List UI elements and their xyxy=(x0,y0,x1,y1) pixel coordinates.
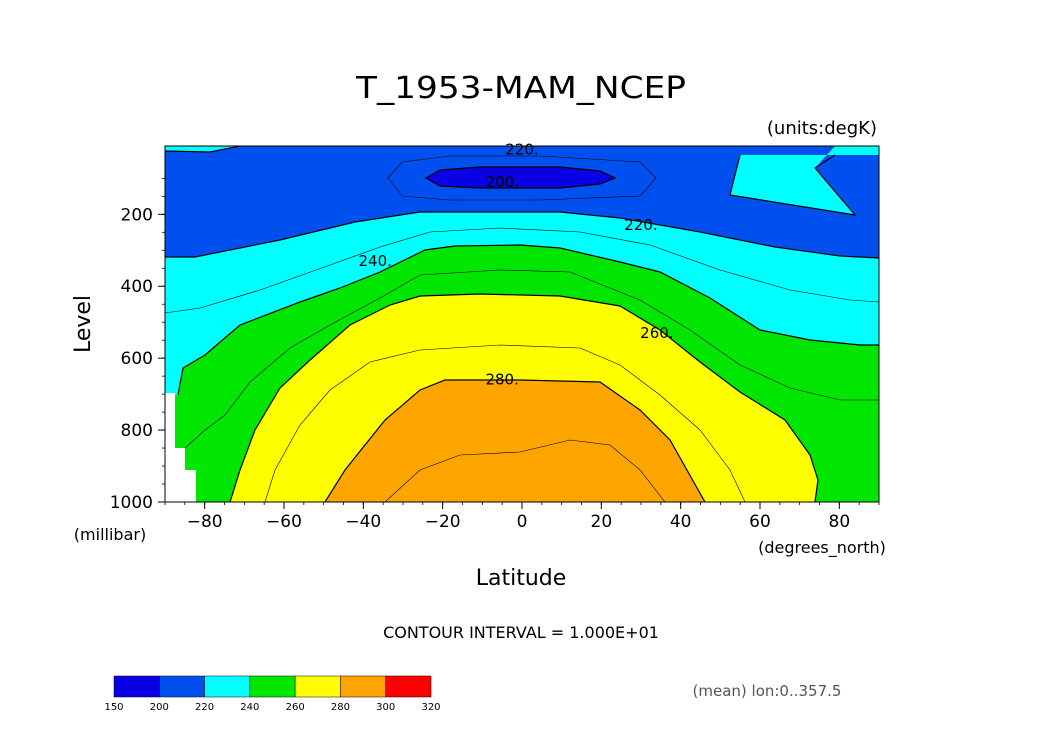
colorbar-swatch xyxy=(294,675,341,698)
x-tick-label: 80 xyxy=(829,512,851,532)
x-units-label: (degrees_north) xyxy=(758,538,886,558)
contour-line-220b xyxy=(165,211,879,259)
missing-data-mask xyxy=(165,393,196,502)
contour-line-220c xyxy=(729,154,857,216)
chart-title: T_1953-MAM_NCEP xyxy=(355,71,686,106)
contour-label: 260. xyxy=(640,324,673,342)
contour-line-250 xyxy=(184,269,879,449)
colorbar: 150 200 220 240 260 280 300 320 xyxy=(104,675,441,713)
contour-line-220 xyxy=(165,146,241,153)
contour-line-240 xyxy=(177,244,879,396)
contour-lines xyxy=(165,146,879,502)
x-tick-label: −20 xyxy=(425,512,461,532)
contour-label: 220. xyxy=(624,216,657,234)
contour-line-270 xyxy=(264,344,746,502)
y-tick-label: 800 xyxy=(121,421,153,441)
contour-line-280 xyxy=(324,379,706,502)
y-units-label: (millibar) xyxy=(74,525,146,544)
colorbar-label: 220 xyxy=(195,702,214,713)
contour-interval-note: CONTOUR INTERVAL = 1.000E+01 xyxy=(383,623,659,642)
x-tick-label: 20 xyxy=(591,512,613,532)
units-label: (units:degK) xyxy=(767,118,877,139)
fill-280-300 xyxy=(325,380,705,502)
contour-labels: 220. 200. 220. 240. 260. 280. xyxy=(359,141,674,389)
y-tick-label: 200 xyxy=(121,205,153,225)
x-axis-label: Latitude xyxy=(476,566,567,591)
contour-label: 280. xyxy=(485,371,518,389)
colorbar-swatch xyxy=(113,675,160,698)
y-tick-label: 600 xyxy=(121,349,153,369)
colorbar-label: 280 xyxy=(331,702,350,713)
fill-150-200 xyxy=(426,167,615,188)
colorbar-label: 320 xyxy=(421,702,440,713)
contour-label: 220. xyxy=(505,141,538,159)
x-tick-label: −60 xyxy=(266,512,302,532)
colorbar-label: 200 xyxy=(150,702,169,713)
fill-220-240-upper xyxy=(165,146,879,215)
x-tick-label: 0 xyxy=(517,512,528,532)
y-tick-label: 1000 xyxy=(110,493,153,513)
colorbar-label: 260 xyxy=(286,702,305,713)
contour-line-260 xyxy=(229,293,819,502)
colorbar-swatch xyxy=(340,675,386,698)
x-axis: −80 −60 −40 −20 0 20 40 60 80 xyxy=(164,502,880,532)
contour-fills xyxy=(165,146,879,502)
contour-line-200 xyxy=(424,166,617,189)
x-tick-label: −80 xyxy=(187,512,223,532)
contour-line-210 xyxy=(387,155,657,201)
footer-note: (mean) lon:0..357.5 xyxy=(693,682,842,700)
contour-label: 200. xyxy=(485,173,518,191)
colorbar-swatch xyxy=(159,675,205,698)
x-tick-label: −40 xyxy=(345,512,381,532)
y-axis: 200 400 600 800 1000 xyxy=(110,177,165,513)
contour-line-230 xyxy=(165,227,879,314)
colorbar-label: 150 xyxy=(104,702,123,713)
y-tick-label: 400 xyxy=(121,277,153,297)
colorbar-label: 300 xyxy=(376,702,395,713)
x-tick-label: 40 xyxy=(670,512,692,532)
contour-line-290 xyxy=(384,439,666,502)
contour-label: 240. xyxy=(359,252,392,270)
colorbar-label: 240 xyxy=(240,702,259,713)
x-tick-label: 60 xyxy=(749,512,771,532)
colorbar-swatch xyxy=(385,675,432,698)
colorbar-swatch xyxy=(249,675,296,698)
y-axis-label: Level xyxy=(71,295,96,353)
colorbar-swatch xyxy=(204,675,251,698)
